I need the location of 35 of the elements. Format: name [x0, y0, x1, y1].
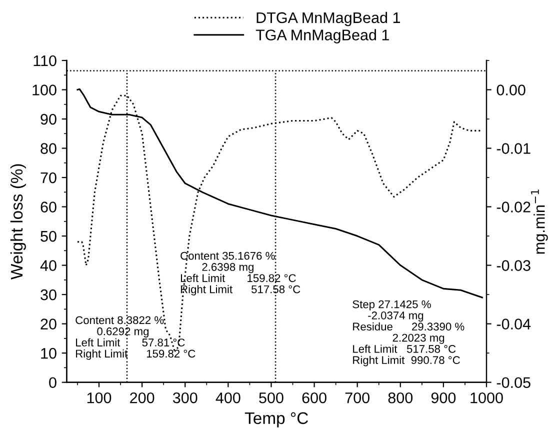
y-tick-label: 60: [40, 202, 56, 212]
y-tick-label: 100: [32, 84, 56, 96]
y-tick-label: 30: [40, 289, 56, 300]
y2-axis-title: mg.min$^{−1}$: [531, 190, 548, 254]
y-tick-label: 50: [40, 230, 56, 242]
x-tick-label: 400: [216, 392, 240, 404]
x-tick-label: 700: [345, 392, 370, 404]
legend-label: TGA MnMagBead 1: [256, 29, 389, 44]
x-tick-label: 900: [431, 392, 456, 404]
x-tick-label: 1000: [470, 392, 503, 404]
annotation: Step 27.1425 % -2.0374 mg Residue 29.3390 % 2.2023 mg Left Limit 517.58 °C Right Limit 990.78 °C: [352, 300, 464, 366]
x-tick-label: 500: [259, 392, 284, 404]
y-tick-label: 0: [49, 377, 56, 388]
x-tick-label: 800: [388, 392, 413, 404]
x-tick-label: 600: [302, 392, 326, 404]
y2-tick-label: 0.00: [496, 84, 526, 96]
legend-label: DTGA MnMagBead 1: [256, 12, 400, 26]
y2-tick-label: -0.04: [496, 318, 531, 330]
x-tick-label: 100: [87, 392, 112, 404]
y-tick-label: 90: [40, 114, 56, 125]
y-tick-label: 20: [40, 318, 56, 330]
y-tick-label: 40: [40, 260, 56, 271]
y-tick-label: 110: [34, 55, 56, 66]
y2-tick-label: -0.05: [496, 377, 530, 388]
y2-tick-label: -0.02: [496, 202, 530, 212]
y2-tick-label: -0.03: [496, 260, 530, 271]
x-tick-label: 200: [130, 392, 154, 404]
y-axis-title: Weight loss (%): [10, 164, 26, 280]
y-tick-label: 80: [40, 143, 56, 154]
y-tick-label: 10: [41, 348, 56, 359]
x-axis-title: Temp °C: [244, 412, 308, 428]
y2-tick-label: -0.01: [496, 143, 530, 154]
y-tick-label: 70: [40, 172, 56, 184]
annotation: Content 35.1676 % 2.6398 mg Left Limit 159.82 °C Right Limit 517.58 °C: [180, 252, 300, 296]
x-tick-label: 300: [172, 392, 198, 404]
